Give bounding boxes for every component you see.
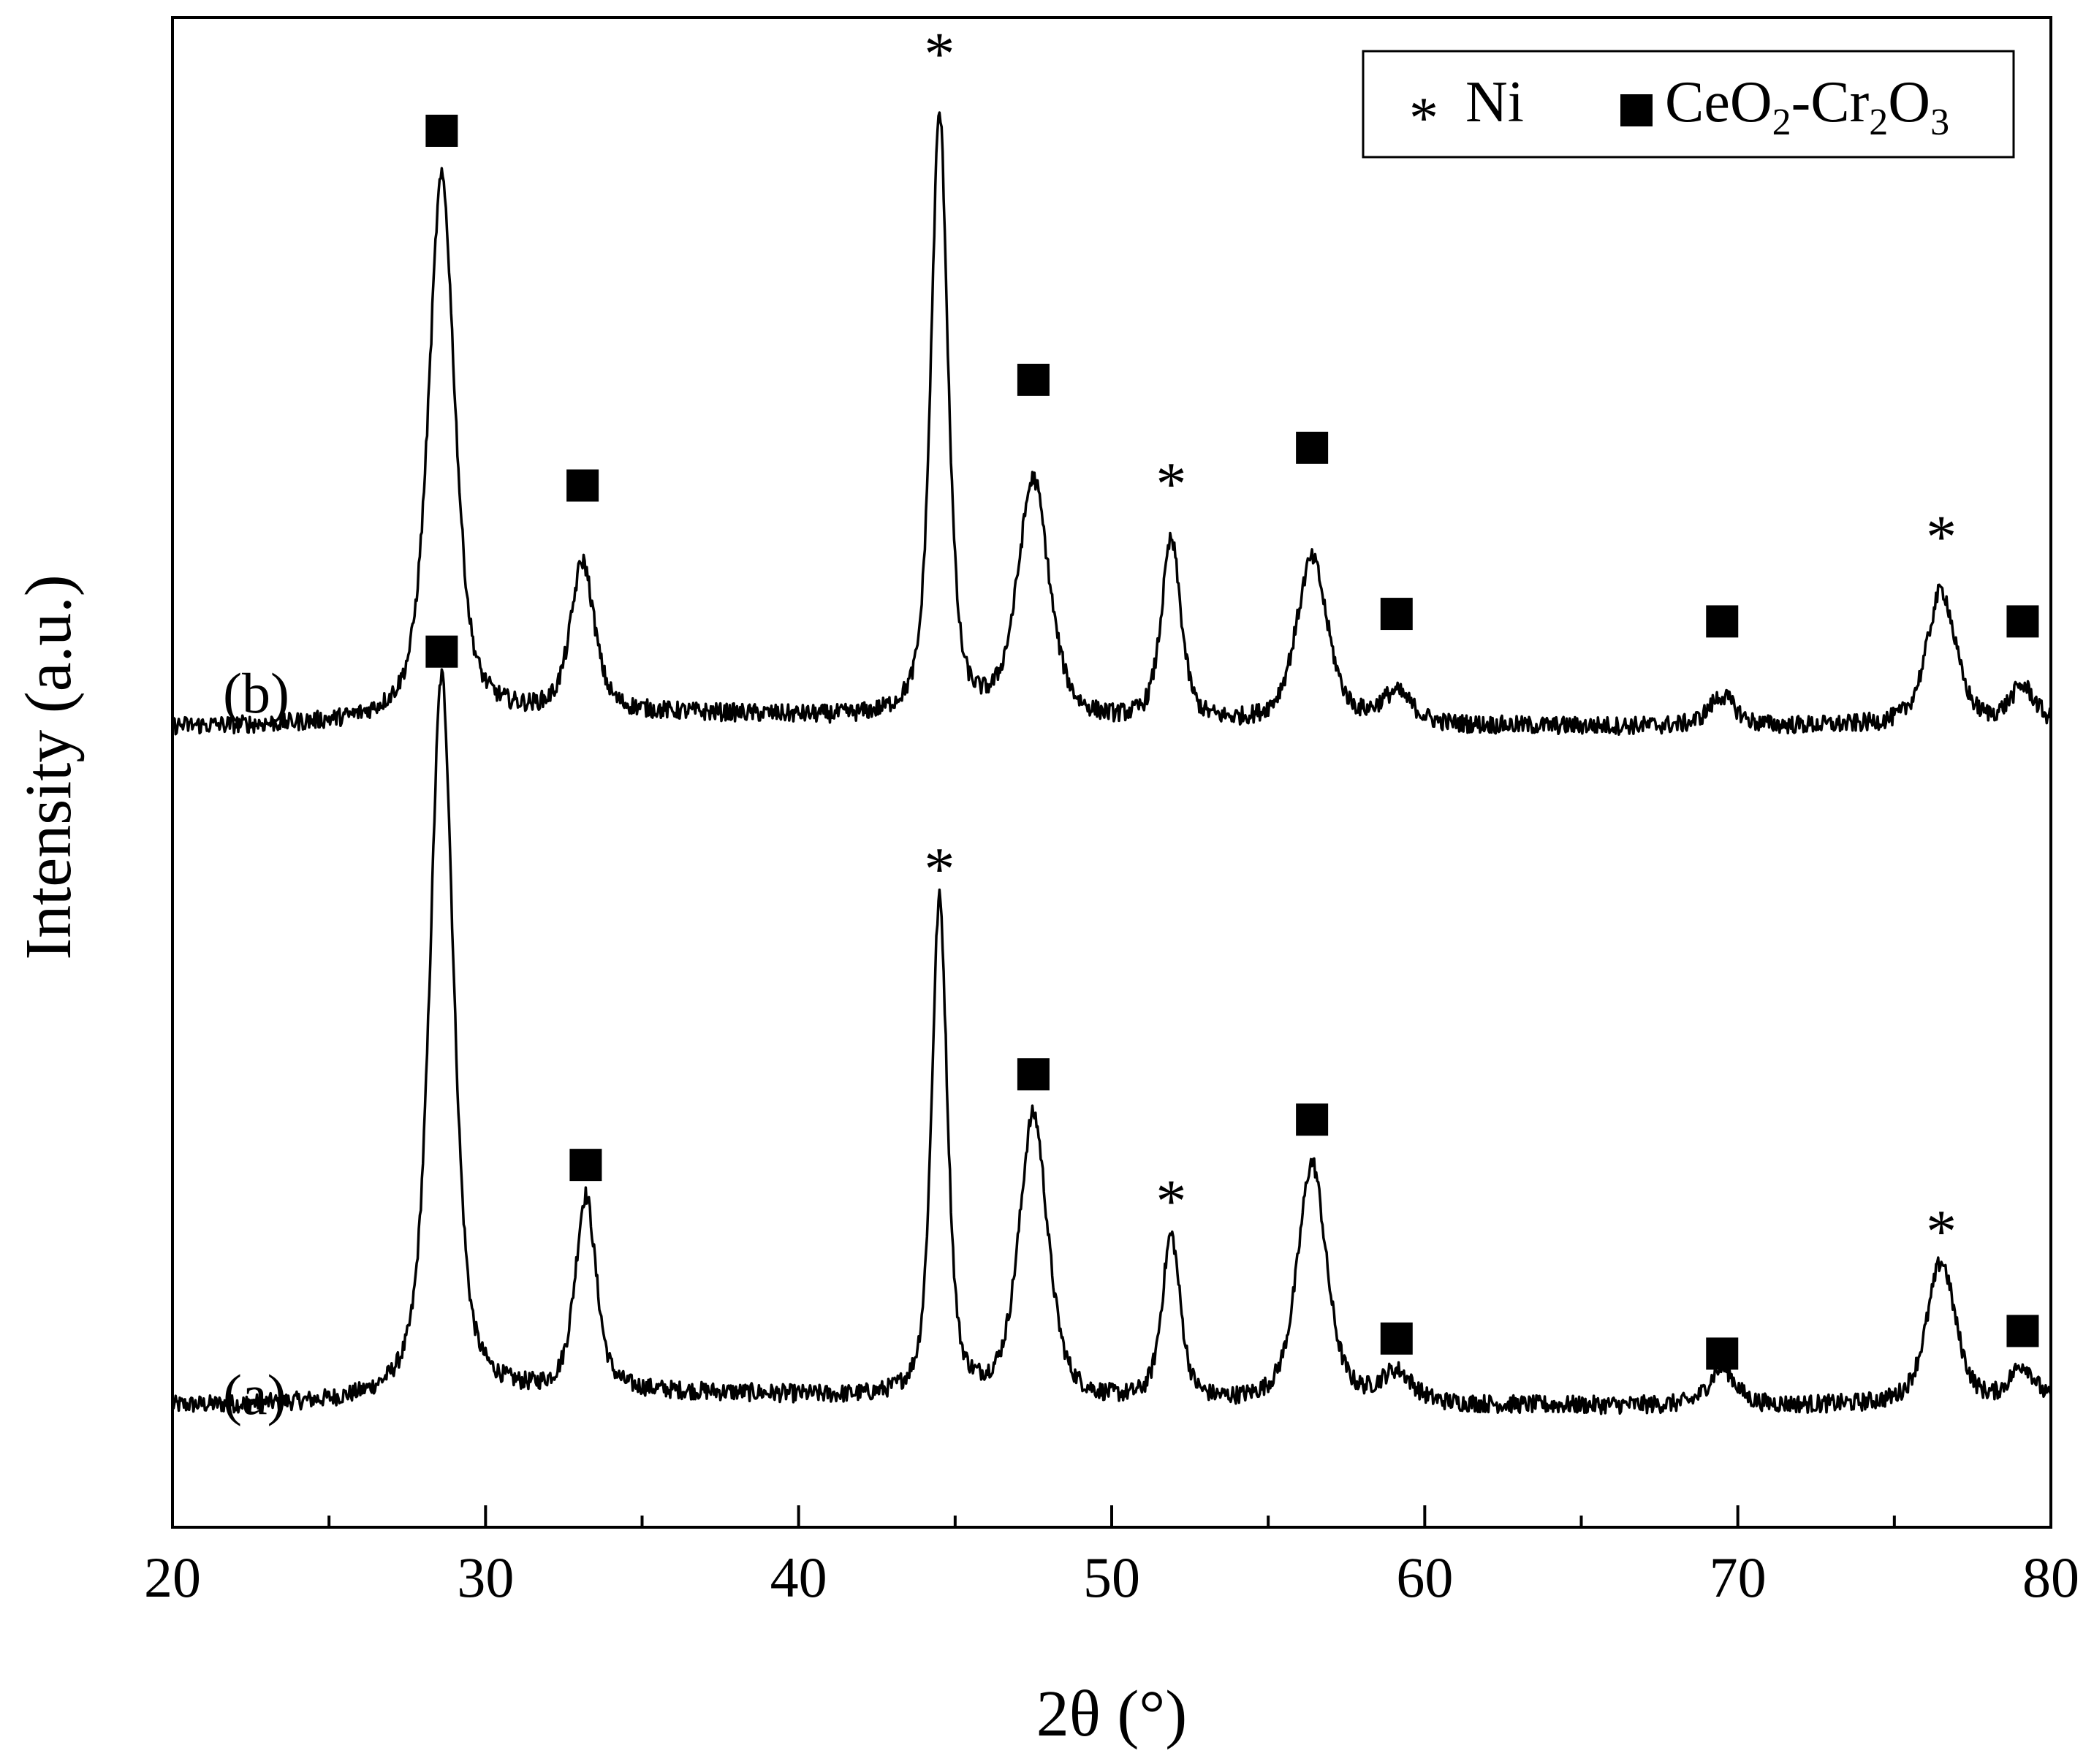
x-tick-label: 60 xyxy=(1396,1546,1453,1609)
peak-marker-square xyxy=(1296,431,1329,464)
x-axis-label: 2θ (°) xyxy=(1036,1678,1188,1750)
y-axis-label: Intensity (a.u.) xyxy=(12,574,85,959)
legend-box xyxy=(1362,50,2015,159)
x-tick-label: 20 xyxy=(144,1546,201,1609)
x-tick-label: 30 xyxy=(457,1546,514,1609)
peak-marker-square xyxy=(1706,605,1739,638)
peak-marker-square xyxy=(1380,1322,1413,1355)
peak-marker-square xyxy=(566,469,599,502)
peak-marker-asterisk: * xyxy=(1926,503,1957,571)
series-label-b: (b) xyxy=(223,661,289,725)
series-label-a: (a) xyxy=(223,1363,287,1426)
peak-marker-square xyxy=(1706,1337,1739,1370)
x-tick-label: 70 xyxy=(1710,1546,1767,1609)
series-layer xyxy=(171,111,2052,1415)
series-line-b xyxy=(171,111,2052,736)
peak-marker-square xyxy=(1017,1058,1050,1091)
peak-marker-layer: * * * * * * xyxy=(425,20,2039,1370)
peak-marker-square xyxy=(2006,1315,2039,1347)
peak-marker-asterisk: * xyxy=(924,20,955,88)
peak-marker-asterisk: * xyxy=(1156,450,1186,518)
peak-marker-asterisk: * xyxy=(1926,1198,1957,1266)
peak-marker-asterisk: * xyxy=(924,835,955,903)
x-tick-layer: 20 30 40 50 60 70 80 xyxy=(144,1505,2079,1609)
peak-marker-square xyxy=(425,635,458,668)
peak-marker-square xyxy=(1017,363,1050,396)
series-line-a xyxy=(171,668,2052,1415)
peak-marker-square xyxy=(569,1149,602,1182)
legend-ni-label: Ni xyxy=(1465,70,1524,134)
legend-ceo2-square-icon xyxy=(1620,94,1653,126)
peak-marker-square xyxy=(425,114,458,147)
x-tick-label: 80 xyxy=(2022,1546,2079,1609)
peak-marker-square xyxy=(2006,605,2039,638)
peak-marker-square xyxy=(1380,598,1413,631)
legend: * Ni CeO2-Cr2O3 xyxy=(1362,50,2015,159)
peak-marker-square xyxy=(1296,1103,1329,1136)
peak-marker-asterisk: * xyxy=(1156,1167,1186,1235)
legend-ceo2-label: CeO2-Cr2O3 xyxy=(1665,70,1949,143)
x-tick-label: 40 xyxy=(770,1546,827,1609)
legend-ni-asterisk-icon: * xyxy=(1409,86,1438,151)
x-tick-label: 50 xyxy=(1083,1546,1140,1609)
